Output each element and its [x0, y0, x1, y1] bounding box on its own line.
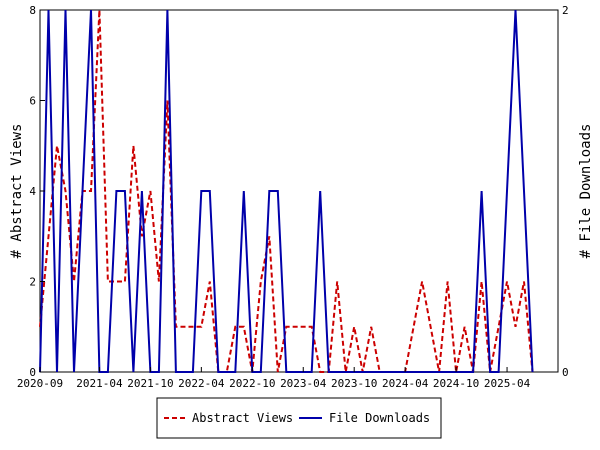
- plot-area: [39, 9, 559, 373]
- legend-label-file-downloads: File Downloads: [329, 411, 430, 425]
- y-left-tick-label: 6: [29, 95, 36, 108]
- y-left-tick-label: 0: [29, 366, 36, 379]
- x-tick-label: 2022-04: [178, 377, 225, 390]
- series-layer: [39, 9, 534, 373]
- x-tick-label: 2024-04: [382, 377, 429, 390]
- y-right-tick-label: 2: [562, 4, 569, 17]
- x-tick-label: 2025-04: [484, 377, 531, 390]
- x-tick-label: 2021-10: [127, 377, 173, 390]
- y-axis-right-title: # File Downloads: [578, 124, 594, 259]
- series-line-file-downloads: [39, 9, 534, 373]
- y-left-tick-label: 8: [29, 4, 36, 17]
- series-line-abstract-views: [39, 9, 534, 373]
- x-tick-label: 2024-10: [433, 377, 479, 390]
- y-left-tick-label: 2: [29, 276, 36, 289]
- y-axis-left-title: # Abstract Views: [9, 124, 25, 259]
- x-tick-label: 2022-10: [229, 377, 275, 390]
- x-tick-label: 2021-04: [76, 377, 123, 390]
- y-left-tick-label: 4: [29, 185, 36, 198]
- x-tick-label: 2023-10: [331, 377, 377, 390]
- legend: Abstract Views File Downloads: [156, 397, 442, 439]
- x-tick-label: 2020-09: [17, 377, 63, 390]
- axes-layer: 0 2 4 6 8 0 2 2020-09 2021-04 2021-10 2022-04 2022-…: [17, 4, 569, 390]
- x-tick-label: 2023-04: [280, 377, 327, 390]
- y-right-tick-label: 0: [562, 366, 569, 379]
- legend-label-abstract-views: Abstract Views: [192, 411, 293, 425]
